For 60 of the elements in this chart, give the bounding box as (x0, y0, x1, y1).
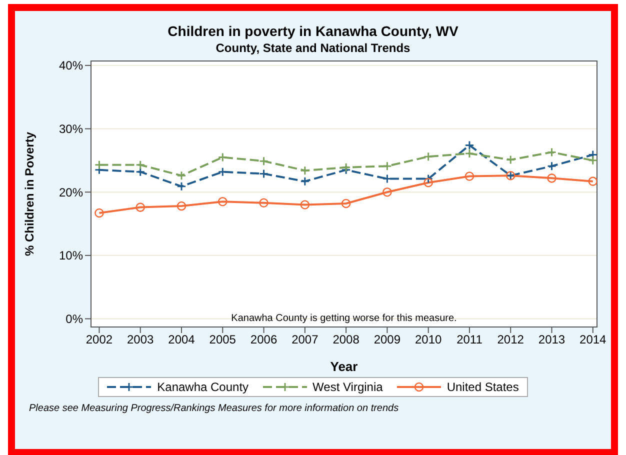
annotation: Kanawha County is getting worse for this measure. (230, 313, 458, 324)
text: Please see Measuring Progress/Rankings Measures for more information on trends (29, 403, 400, 414)
legend-label: United States (446, 380, 519, 394)
x-tick-label: 2008 (332, 332, 360, 347)
x-tick-label: 2006 (250, 332, 278, 347)
y-tick-label: 0% (66, 312, 84, 326)
point (341, 198, 351, 208)
y-axis-title: % Children in Poverty (22, 132, 36, 256)
point (464, 140, 474, 150)
point (382, 187, 392, 197)
point (300, 200, 310, 210)
point (176, 170, 186, 180)
point (382, 161, 392, 171)
point (218, 152, 228, 162)
x-tick-label: 2009 (374, 332, 401, 347)
point (136, 167, 146, 177)
x-tick-label: 2003 (127, 332, 154, 347)
x-tick-label: 2012 (497, 332, 524, 347)
point (341, 162, 351, 172)
y-tick-label: 10% (58, 248, 84, 263)
point (506, 155, 516, 165)
point (94, 160, 104, 170)
point (259, 198, 268, 208)
x-tick-label: 2010 (414, 332, 442, 347)
point (218, 196, 228, 206)
chart-title: Children in poverty in Kanawha County, WV (166, 23, 460, 39)
point (259, 168, 269, 178)
x-tick-label: 2007 (292, 332, 319, 347)
x-tick-label: 2002 (86, 332, 113, 347)
point (424, 152, 434, 162)
point (424, 174, 434, 184)
y-tick-label: 30% (58, 122, 84, 136)
point (176, 182, 186, 192)
point (547, 174, 556, 183)
y-tick-label: 20% (58, 185, 84, 200)
legend-label: Kanawha County (157, 380, 249, 394)
point (464, 172, 474, 181)
point (136, 160, 146, 170)
x-tick-label: 2004 (168, 332, 196, 347)
point (547, 161, 556, 171)
legend-label: West Virginia (312, 380, 383, 394)
x-tick-label: 2005 (209, 332, 236, 347)
x-axis-title: Year (330, 359, 358, 374)
x-tick-label: 2013 (538, 332, 566, 347)
point (547, 147, 556, 157)
x-tick-label: 2011 (456, 332, 483, 347)
point (136, 202, 146, 212)
point (424, 178, 433, 188)
point (176, 201, 186, 211)
point (94, 208, 104, 218)
y-tick-label: 40% (58, 58, 84, 73)
point (300, 166, 310, 176)
point (588, 156, 597, 166)
point (259, 156, 269, 166)
x-tick-label: 2014 (580, 332, 607, 347)
chart-subtitle: County, State and National Trends (214, 41, 412, 55)
point (464, 148, 474, 158)
point (300, 176, 310, 186)
point (588, 176, 597, 186)
point (588, 150, 597, 160)
